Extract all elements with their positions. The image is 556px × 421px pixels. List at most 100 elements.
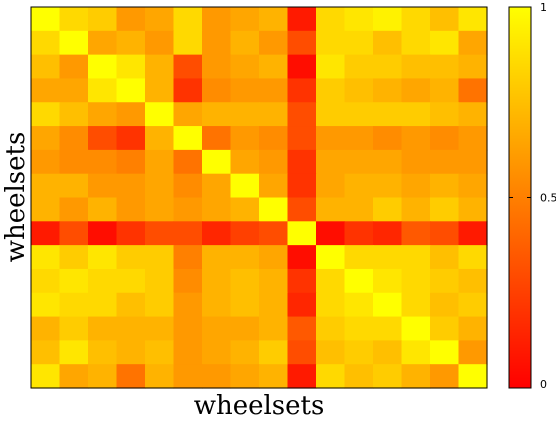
heatmap-cell (173, 78, 203, 103)
heatmap-cell (145, 54, 175, 80)
heatmap-cell (31, 173, 61, 199)
heatmap-cell (401, 173, 431, 199)
heatmap-cell (230, 364, 260, 389)
heatmap-cell (344, 102, 374, 127)
heatmap-cell (287, 102, 317, 127)
heatmap-cell (230, 54, 260, 80)
heatmap-cell (59, 126, 89, 151)
heatmap-cell (59, 197, 89, 222)
heatmap-cell (173, 7, 203, 32)
heatmap-cell (373, 7, 403, 32)
heatmap-cell (88, 316, 118, 341)
heatmap-cell (373, 149, 403, 175)
heatmap-cell (88, 30, 118, 56)
heatmap-cell (59, 292, 89, 318)
heatmap-cell (230, 221, 260, 246)
heatmap-cell (88, 292, 118, 318)
heatmap-cell (31, 7, 61, 32)
heatmap-cell (401, 340, 431, 365)
heatmap-cell (344, 78, 374, 103)
heatmap-cell (230, 197, 260, 222)
heatmap-cell (173, 126, 203, 151)
heatmap-cell (287, 149, 317, 175)
heatmap-cell (230, 149, 260, 175)
heatmap-cell (287, 268, 317, 294)
heatmap-cell (173, 173, 203, 199)
heatmap-cell (31, 149, 61, 175)
heatmap-cell (145, 78, 175, 103)
heatmap-cell (173, 30, 203, 56)
heatmap-cell (230, 7, 260, 32)
colorbar: 00.51 (508, 1, 556, 391)
heatmap-cell (88, 268, 118, 294)
heatmap-cell (259, 78, 289, 103)
heatmap-cell (202, 173, 232, 199)
heatmap-cell (145, 30, 175, 56)
heatmap-cell (259, 102, 289, 127)
heatmap-cell (344, 149, 374, 175)
heatmap-cell (287, 126, 317, 151)
heatmap-cell (202, 292, 232, 318)
heatmap-cell (430, 30, 460, 56)
heatmap-cell (88, 173, 118, 199)
heatmap-cell (344, 30, 374, 56)
heatmap-cell (373, 78, 403, 103)
heatmap-cell (373, 197, 403, 222)
heatmap-cell (31, 102, 61, 127)
heatmap-cell (116, 197, 146, 222)
colorbar-tick-label: 0.5 (540, 192, 556, 205)
heatmap-cell (344, 173, 374, 199)
heatmap-cell (116, 340, 146, 365)
heatmap-cell (145, 7, 175, 32)
heatmap-cell (31, 268, 61, 294)
heatmap-cell (316, 126, 346, 151)
heatmap-cell (116, 7, 146, 32)
heatmap-cell (458, 7, 488, 32)
heatmap-cell (373, 102, 403, 127)
heatmap-cell (316, 7, 346, 32)
heatmap-cell (401, 126, 431, 151)
heatmap-cell (145, 197, 175, 222)
heatmap-cell (31, 126, 61, 151)
heatmap-cell (344, 316, 374, 341)
heatmap-cell (458, 149, 488, 175)
heatmap-cell (145, 149, 175, 175)
heatmap-cell (145, 102, 175, 127)
heatmap-cell (145, 268, 175, 294)
heatmap-cell (145, 245, 175, 270)
heatmap-cell (59, 364, 89, 389)
heatmap-cell (458, 364, 488, 389)
heatmap-cell (430, 268, 460, 294)
heatmap-cell (116, 78, 146, 103)
heatmap-cell (344, 292, 374, 318)
heatmap-cell (316, 292, 346, 318)
heatmap-cell (230, 268, 260, 294)
heatmap-cell (430, 340, 460, 365)
heatmap-cell (31, 364, 61, 389)
heatmap-cell (458, 78, 488, 103)
heatmap-cell (430, 316, 460, 341)
heatmap-cell (401, 197, 431, 222)
heatmap-cell (287, 292, 317, 318)
heatmap-cell (287, 173, 317, 199)
heatmap-cell (259, 197, 289, 222)
heatmap-cells (31, 7, 488, 389)
heatmap-cell (458, 292, 488, 318)
heatmap-cell (430, 7, 460, 32)
heatmap-cell (202, 54, 232, 80)
heatmap-cell (88, 364, 118, 389)
heatmap-cell (202, 102, 232, 127)
heatmap-cell (173, 316, 203, 341)
heatmap-cell (373, 30, 403, 56)
heatmap-cell (430, 245, 460, 270)
heatmap-cell (316, 78, 346, 103)
heatmap-cell (401, 149, 431, 175)
heatmap-cell (116, 268, 146, 294)
heatmap-cell (316, 30, 346, 56)
heatmap-cell (316, 268, 346, 294)
heatmap-cell (202, 340, 232, 365)
heatmap-cell (202, 197, 232, 222)
heatmap-cell (202, 221, 232, 246)
heatmap-cell (316, 364, 346, 389)
